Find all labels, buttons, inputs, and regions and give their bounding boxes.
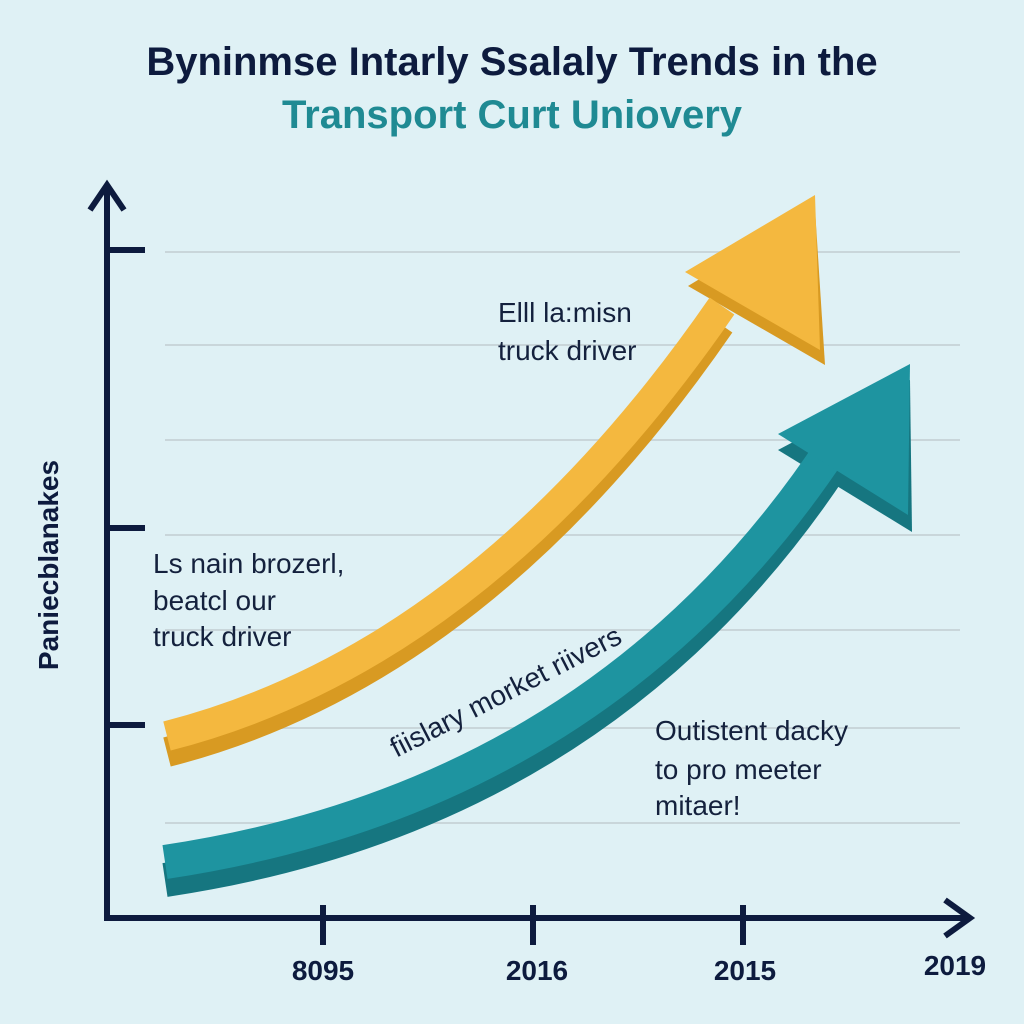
y-axis xyxy=(87,179,127,920)
arrow-head xyxy=(778,364,910,515)
x-label: 8095 xyxy=(292,955,354,986)
x-label: 2016 xyxy=(506,955,568,986)
annotation: Elll la:misn xyxy=(498,297,632,328)
annotation: truck driver xyxy=(153,621,291,652)
x-label: 2019 xyxy=(924,950,986,981)
annotation: to pro meeter xyxy=(655,754,822,785)
x-ticks xyxy=(320,905,746,945)
annotation: Ls nain brozerl, xyxy=(153,548,344,579)
arrow-body xyxy=(163,297,735,751)
title-line-1: Byninmse Intarly Ssalaly Trends in the xyxy=(146,40,877,84)
y-ticks xyxy=(107,247,145,728)
title-line-2: Transport Curt Uniovery xyxy=(282,93,743,137)
x-label: 2015 xyxy=(714,955,776,986)
annotation: mitaer! xyxy=(655,790,741,821)
axes xyxy=(87,179,976,945)
annotation: truck driver xyxy=(498,335,636,366)
yellow-arrow xyxy=(163,195,825,767)
annotation: Outistent dacky xyxy=(655,715,848,746)
annotation: beatcl our xyxy=(153,585,276,616)
arrow-head xyxy=(685,195,820,350)
arrow-body xyxy=(162,438,847,879)
teal-arrow xyxy=(162,364,912,897)
y-axis-label: Paniecblanakes xyxy=(33,460,64,670)
